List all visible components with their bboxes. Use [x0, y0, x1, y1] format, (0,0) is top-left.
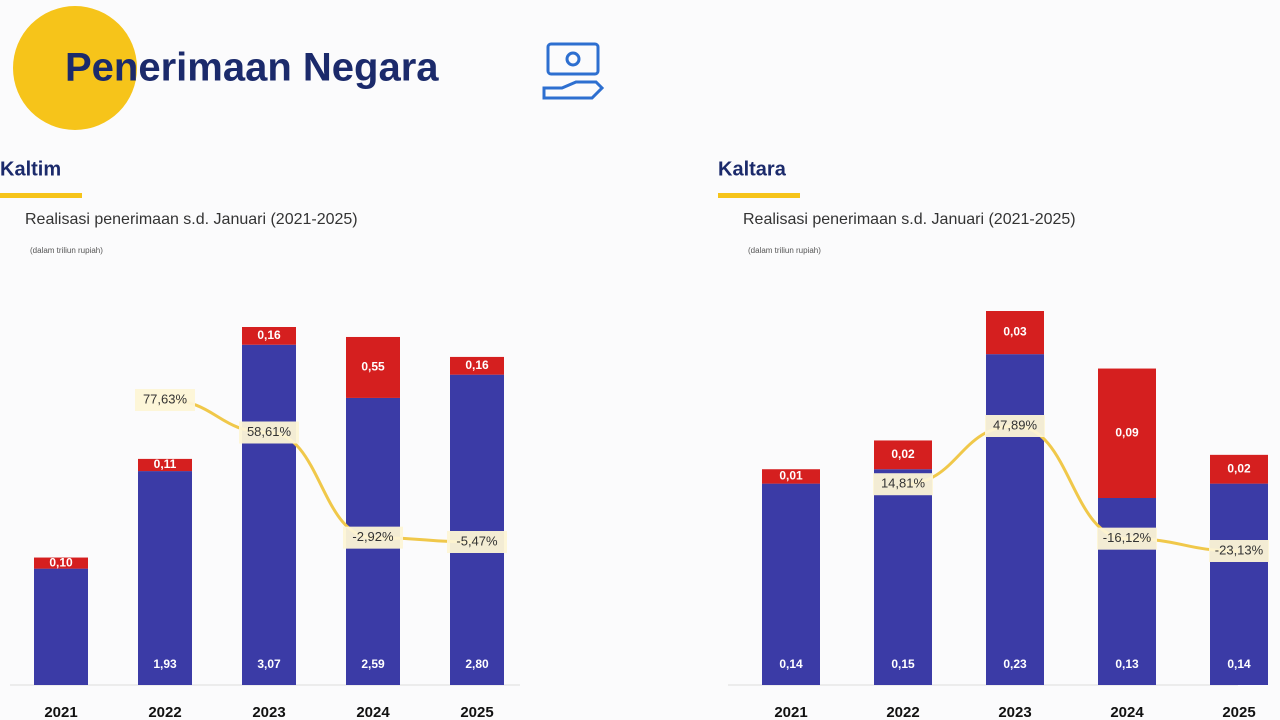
bar-value-label: 0,15 [891, 657, 915, 671]
growth-label: -16,12% [1103, 530, 1152, 545]
x-tick-label: 2021 [774, 704, 807, 720]
bar-segment [1098, 368, 1156, 498]
bar-value-label: 0,10 [49, 555, 73, 569]
bar-segment [450, 374, 504, 685]
bar-value-label: 0,01 [779, 469, 803, 483]
x-tick-label: 2022 [886, 704, 919, 720]
bar-segment [1210, 454, 1268, 484]
bar-value-label: 0,09 [1115, 425, 1139, 439]
bar-segment [242, 344, 296, 685]
growth-label: -5,47% [456, 533, 498, 548]
chart-title: Kaltim [0, 158, 61, 180]
x-tick-label: 2022 [148, 704, 181, 720]
growth-label-bg [1209, 540, 1269, 562]
chart-title: Kaltara [718, 158, 787, 180]
bar-segment [874, 440, 932, 470]
bar-value-label: 0,03 [1003, 325, 1027, 339]
bar-segment [450, 356, 504, 375]
growth-label: -2,92% [352, 529, 394, 544]
chart-subtitle: Realisasi penerimaan s.d. Januari (2021-… [743, 211, 1076, 228]
x-tick-label: 2023 [252, 704, 285, 720]
bar-segment [34, 568, 88, 685]
bar-value-label: 0,55 [361, 360, 385, 374]
bar-value-label: 0,16 [465, 358, 489, 372]
bar-value-label: 0,02 [1227, 461, 1251, 475]
bar-segment [986, 311, 1044, 355]
chart-note: (dalam triliun rupiah) [30, 246, 103, 255]
chart-subtitle: Realisasi penerimaan s.d. Januari (2021-… [25, 211, 358, 228]
chart-note: (dalam triliun rupiah) [748, 246, 821, 255]
growth-label: 77,63% [143, 391, 188, 406]
growth-line [902, 424, 1240, 553]
bar-value-label: 1,93 [153, 657, 177, 671]
bar-value-label: 0,14 [1227, 657, 1251, 671]
bar-value-label: 0,13 [1115, 657, 1139, 671]
x-tick-label: 2025 [1222, 704, 1255, 720]
growth-label-bg [1097, 527, 1157, 550]
bar-segment [762, 469, 820, 484]
x-tick-label: 2023 [998, 704, 1031, 720]
bar-value-label: 0,16 [257, 328, 281, 342]
bar-value-label: 0,11 [154, 457, 177, 471]
bar-segment [34, 557, 88, 569]
bar-value-label: 3,07 [257, 657, 281, 671]
growth-label-bg [447, 531, 507, 553]
growth-label-bg [985, 415, 1045, 437]
x-tick-label: 2025 [460, 704, 493, 720]
x-tick-label: 2024 [1110, 704, 1144, 720]
growth-label-bg [873, 473, 933, 496]
bar-value-label: 0,02 [891, 447, 915, 461]
x-tick-label: 2024 [356, 704, 390, 720]
bar-segment [874, 469, 932, 685]
growth-label: 14,81% [881, 476, 926, 491]
title-circle [13, 6, 137, 130]
bar-value-label: 0,23 [1003, 657, 1027, 671]
bar-segment [762, 483, 820, 685]
growth-label-bg [239, 421, 299, 444]
bar-segment [1210, 483, 1268, 685]
bar-value-label: 2,80 [465, 657, 489, 671]
money-icon [542, 42, 605, 100]
bar-value-label: 0,14 [779, 657, 803, 671]
title-underline [718, 193, 800, 198]
bar-segment [138, 471, 192, 685]
x-tick-label: 2021 [44, 704, 77, 720]
page-title: Penerimaan Negara [65, 46, 439, 90]
bar-value-label: 2,59 [361, 657, 385, 671]
bar-segment [986, 354, 1044, 685]
growth-label: 58,61% [247, 424, 292, 439]
growth-line [164, 398, 478, 544]
bar-segment [138, 458, 192, 472]
title-underline [0, 193, 82, 198]
growth-label-bg [343, 526, 403, 549]
growth-label: -23,13% [1215, 542, 1264, 557]
growth-label: 47,89% [993, 417, 1038, 432]
bar-segment [346, 336, 400, 398]
bar-segment [242, 327, 296, 345]
growth-label-bg [135, 389, 195, 411]
